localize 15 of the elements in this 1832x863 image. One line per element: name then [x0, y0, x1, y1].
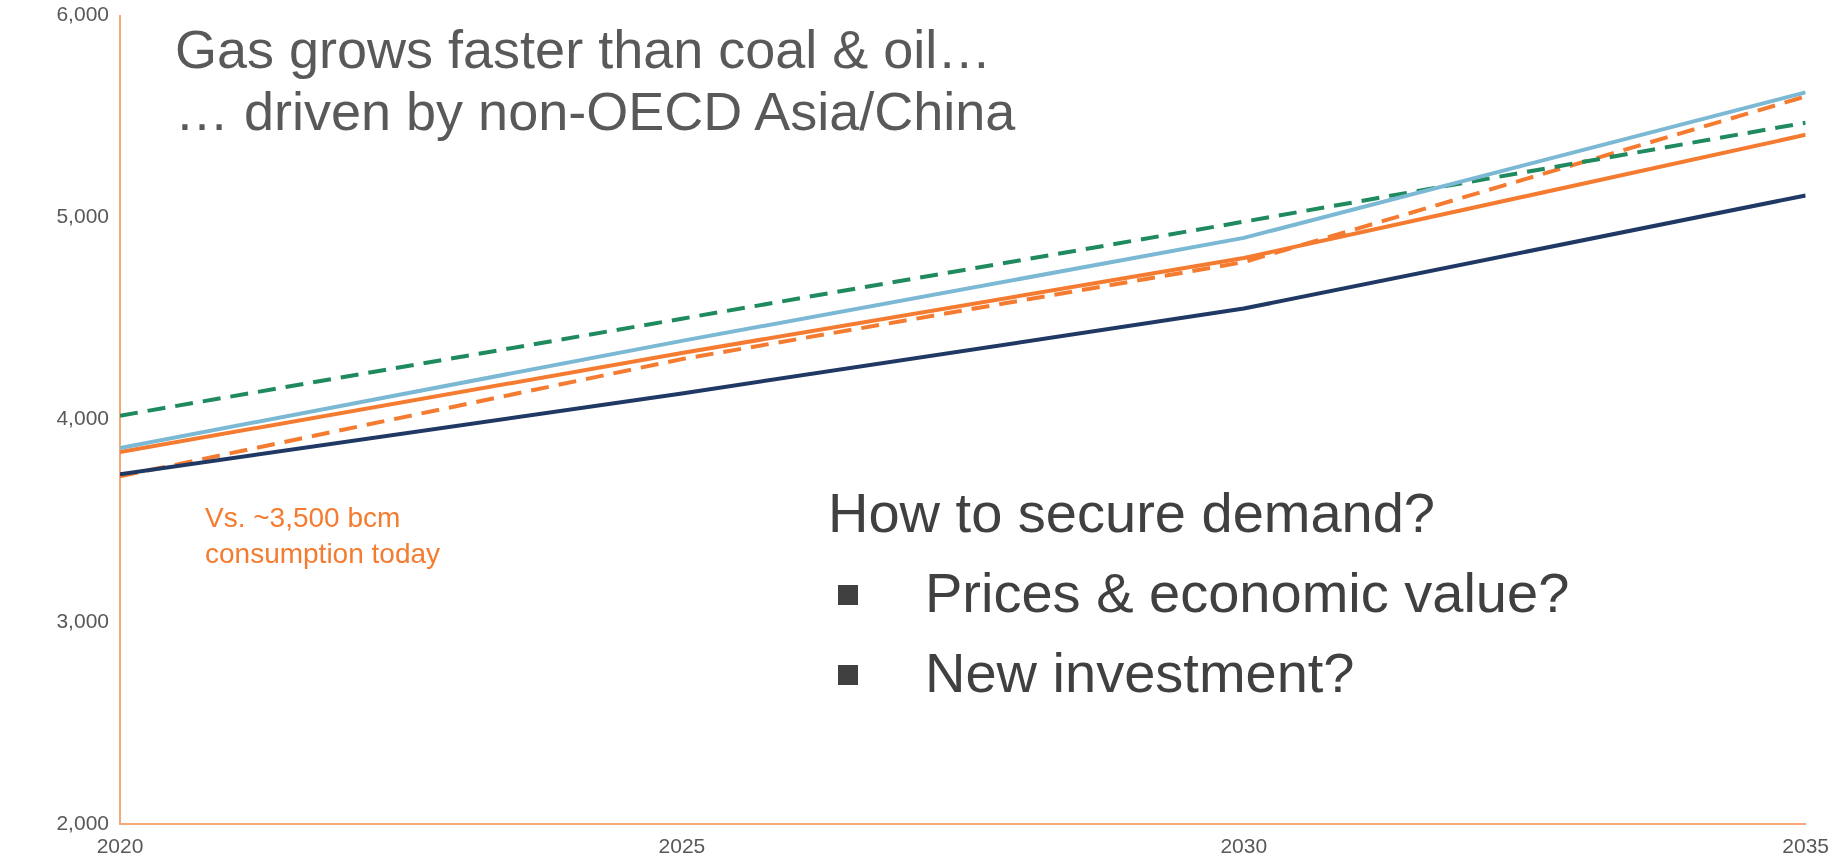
x-tick-label: 2025: [658, 834, 706, 858]
annotation: How to secure demand?: [828, 480, 1436, 545]
x-tick-label: 2020: [96, 834, 144, 858]
y-tick-label: 5,000: [56, 204, 109, 228]
annotation: Prices & economic value?: [925, 560, 1570, 625]
text: … driven by non-OECD Asia/China: [175, 80, 1016, 142]
y-tick-label: 2,000: [56, 810, 109, 834]
y-tick-label: 4,000: [56, 406, 109, 430]
annotation: Vs. ~3,500 bcm consumption today: [205, 501, 442, 571]
chart-title: Gas grows faster than coal & oil…: [175, 18, 992, 80]
y-tick-label: 6,000: [56, 2, 109, 26]
x-tick-label: 2035: [1782, 834, 1829, 858]
x-tick-label: 2030: [1220, 834, 1268, 858]
annotation: New investment?: [925, 640, 1355, 705]
y-tick-label: 3,000: [56, 608, 109, 632]
